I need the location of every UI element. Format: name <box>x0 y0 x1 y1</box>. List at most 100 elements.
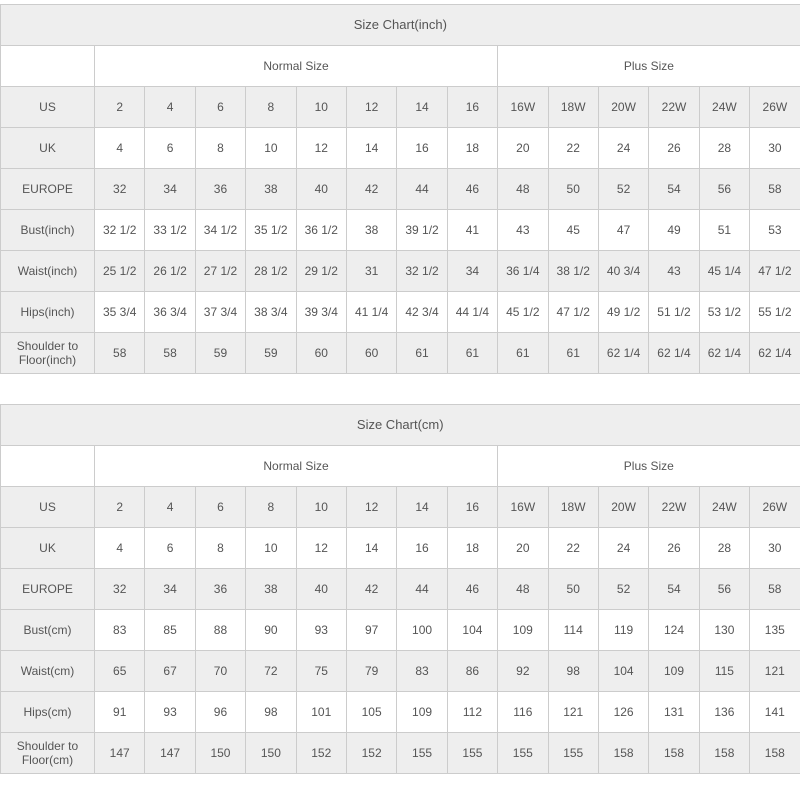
table-cell: 8 <box>195 528 245 569</box>
table-cell: 141 <box>750 692 800 733</box>
table-cell: 50 <box>548 169 598 210</box>
table-cell: 10 <box>296 487 346 528</box>
row-label-bust: Bust(inch) <box>1 210 95 251</box>
table-cell: 26W <box>750 487 800 528</box>
table-cell: 54 <box>649 169 699 210</box>
table-cell: 45 1/4 <box>699 251 749 292</box>
table-cell: 22W <box>649 487 699 528</box>
table-cell: 30 <box>750 528 800 569</box>
table-row: Shoulder to Floor(inch) 5858595960606161… <box>1 333 800 374</box>
table-cell: 28 <box>699 128 749 169</box>
table-row: Waist(cm) 656770727579838692981041091151… <box>1 651 800 692</box>
table-cell: 60 <box>296 333 346 374</box>
table-cell: 16 <box>397 128 447 169</box>
table-cell: 26 1/2 <box>145 251 195 292</box>
table-cell: 20W <box>598 87 648 128</box>
table-cell: 36 <box>195 169 245 210</box>
table-row: UK 4681012141618202224262830 <box>1 128 800 169</box>
table-row: Hips(inch) 35 3/436 3/437 3/438 3/439 3/… <box>1 292 800 333</box>
table-row: EUROPE 3234363840424446485052545658 <box>1 169 800 210</box>
table-cell: 158 <box>699 733 749 774</box>
table-cell: 62 1/4 <box>750 333 800 374</box>
table-cell: 4 <box>95 528 145 569</box>
table-cell: 18W <box>548 87 598 128</box>
row-label-us: US <box>1 87 95 128</box>
table-cell: 98 <box>246 692 296 733</box>
table-cell: 86 <box>447 651 497 692</box>
table-cell: 147 <box>145 733 195 774</box>
table-cell: 75 <box>296 651 346 692</box>
table-row: US 24681012141616W18W20W22W24W26W <box>1 487 800 528</box>
table-row: Waist(inch) 25 1/226 1/227 1/228 1/229 1… <box>1 251 800 292</box>
table-cell: 43 <box>649 251 699 292</box>
table-cell: 4 <box>145 487 195 528</box>
table-cell: 38 <box>246 569 296 610</box>
table-cell: 83 <box>95 610 145 651</box>
table-cell: 2 <box>95 87 145 128</box>
table-cell: 32 <box>95 569 145 610</box>
table-cell: 14 <box>346 528 396 569</box>
table-cell: 12 <box>346 87 396 128</box>
table-cell: 6 <box>195 487 245 528</box>
table-cell: 24 <box>598 128 648 169</box>
row-label-waist: Waist(cm) <box>1 651 95 692</box>
table-cell: 4 <box>95 128 145 169</box>
row-label-hips: Hips(cm) <box>1 692 95 733</box>
table-cell: 155 <box>498 733 548 774</box>
table-cell: 46 <box>447 169 497 210</box>
table-cell: 8 <box>246 87 296 128</box>
table-cell: 150 <box>246 733 296 774</box>
table-cell: 58 <box>145 333 195 374</box>
table-cell: 38 <box>346 210 396 251</box>
table-cell: 109 <box>649 651 699 692</box>
table-cell: 48 <box>498 169 548 210</box>
table-cell: 88 <box>195 610 245 651</box>
table-cell: 121 <box>548 692 598 733</box>
table-cell: 61 <box>548 333 598 374</box>
table-cell: 130 <box>699 610 749 651</box>
table-cell: 52 <box>598 569 648 610</box>
table-cell: 12 <box>296 128 346 169</box>
table-cell: 105 <box>346 692 396 733</box>
table-row: EUROPE 3234363840424446485052545658 <box>1 569 800 610</box>
table-cell: 112 <box>447 692 497 733</box>
table-cell: 38 1/2 <box>548 251 598 292</box>
table-row: US 24681012141616W18W20W22W24W26W <box>1 87 800 128</box>
table-cell: 32 1/2 <box>397 251 447 292</box>
table-cell: 54 <box>649 569 699 610</box>
group-plus-size: Plus Size <box>498 446 800 487</box>
table-cell: 62 1/4 <box>699 333 749 374</box>
table-cell: 135 <box>750 610 800 651</box>
table-cell: 56 <box>699 569 749 610</box>
row-label-shoulder-to-floor: Shoulder to Floor(inch) <box>1 333 95 374</box>
table-title: Size Chart(inch) <box>1 5 800 46</box>
table-cell: 109 <box>397 692 447 733</box>
table-cell: 20 <box>498 128 548 169</box>
table-cell: 34 <box>447 251 497 292</box>
table-cell: 8 <box>195 128 245 169</box>
row-label-hips: Hips(inch) <box>1 292 95 333</box>
table-cell: 10 <box>246 528 296 569</box>
row-label-uk: UK <box>1 528 95 569</box>
row-label-europe: EUROPE <box>1 169 95 210</box>
table-cell: 79 <box>346 651 396 692</box>
table-cell: 24W <box>699 87 749 128</box>
table-cell: 45 <box>548 210 598 251</box>
table-cell: 16 <box>397 528 447 569</box>
table-cell: 40 <box>296 169 346 210</box>
table-cell: 85 <box>145 610 195 651</box>
row-label-europe: EUROPE <box>1 569 95 610</box>
table-cell: 44 <box>397 569 447 610</box>
table-cell: 55 1/2 <box>750 292 800 333</box>
table-cell: 20W <box>598 487 648 528</box>
size-charts-container: Size Chart(inch) Normal Size Plus Size U… <box>0 0 800 774</box>
table-cell: 22W <box>649 87 699 128</box>
table-cell: 90 <box>246 610 296 651</box>
group-blank-cell <box>1 46 95 87</box>
table-cell: 37 3/4 <box>195 292 245 333</box>
table-cell: 60 <box>346 333 396 374</box>
group-normal-size: Normal Size <box>95 446 498 487</box>
table-cell: 47 <box>598 210 648 251</box>
table-cell: 6 <box>195 87 245 128</box>
table-cell: 32 1/2 <box>95 210 145 251</box>
